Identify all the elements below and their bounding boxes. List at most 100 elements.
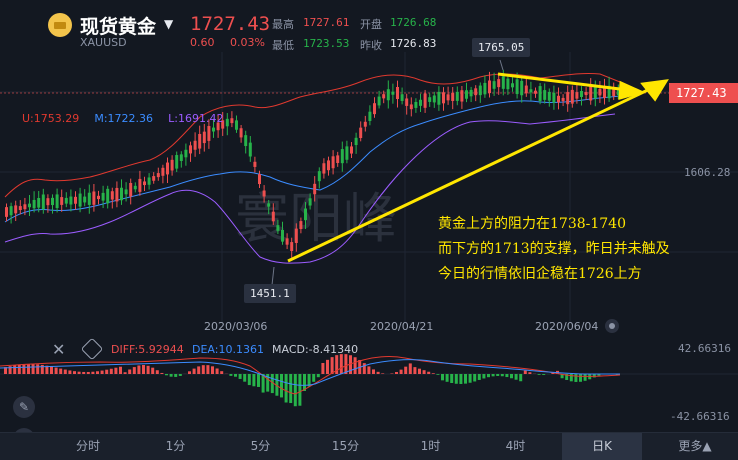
symbol-name[interactable]: 现货黄金 [80, 12, 156, 39]
candle-body [336, 155, 339, 163]
macd-bar [510, 374, 513, 378]
candle-body [69, 197, 72, 205]
candle-body [212, 128, 215, 132]
candle-body [309, 198, 312, 205]
support-arrowhead [643, 81, 666, 99]
macd-bar [377, 372, 380, 374]
macd-bar [27, 364, 30, 374]
tab-timeshare[interactable]: 分时 [48, 433, 128, 460]
macd-bar [280, 374, 283, 397]
current-price-tag: 1727.43 [669, 83, 738, 103]
candle-body [115, 188, 118, 201]
tab-15min[interactable]: 15分 [303, 433, 388, 460]
close-indicator-icon[interactable]: ✕ [52, 340, 65, 359]
macd-bar [404, 367, 407, 374]
macd-bar [538, 374, 541, 375]
macd-bar [326, 360, 329, 374]
candle-body [465, 90, 468, 98]
macd-bar [179, 374, 182, 376]
candle-body [442, 92, 445, 103]
prev-close-value: 1726.83 [390, 37, 436, 50]
candle-body [424, 93, 427, 107]
candle-body [447, 94, 450, 100]
macd-bar [160, 373, 163, 374]
candle-body [470, 90, 473, 96]
candle-body [46, 198, 49, 205]
candle-body [244, 135, 247, 146]
macd-bar [55, 368, 58, 374]
draw-tool-icon[interactable]: ✎ [13, 396, 35, 418]
macd-bar [395, 372, 398, 374]
macd-bar [492, 374, 495, 376]
crosshair-toggle-icon[interactable] [605, 319, 619, 333]
macd-bar [156, 370, 159, 374]
tab-4hour[interactable]: 4时 [473, 433, 558, 460]
candle-body [350, 146, 353, 153]
candle-body [286, 238, 289, 244]
macd-bar [367, 366, 370, 374]
macd-bar [211, 366, 214, 374]
candle-body [575, 92, 578, 99]
candle-body [483, 83, 486, 94]
date-label-1: 2020/03/06 [204, 320, 267, 333]
tab-1min[interactable]: 1分 [133, 433, 218, 460]
candle-body [433, 95, 436, 102]
macd-bar [170, 374, 173, 377]
macd-bar [36, 364, 39, 374]
candle-body [414, 102, 417, 108]
candle-body [92, 191, 95, 204]
candle-body [143, 181, 146, 185]
macd-bar [519, 374, 522, 381]
candle-body [479, 86, 482, 96]
macd-bar [119, 367, 122, 374]
candle-body [598, 89, 601, 96]
tab-1hour[interactable]: 1时 [388, 433, 473, 460]
candle-body [253, 162, 256, 167]
candle-body [207, 126, 210, 141]
candle-body [65, 198, 68, 204]
macd-bar [142, 365, 145, 374]
macd-bar [312, 374, 315, 382]
candle-body [10, 206, 13, 215]
macd-macd-value: MACD:-8.41340 [272, 343, 358, 356]
macd-bar [574, 374, 577, 382]
candle-body [97, 196, 100, 199]
macd-axis-bottom: -42.66316 [670, 410, 730, 423]
macd-bar [469, 374, 472, 383]
tab-5min[interactable]: 5分 [218, 433, 303, 460]
symbol-dropdown-icon[interactable]: ▼ [164, 17, 173, 31]
candle-body [405, 98, 408, 105]
macd-bar [188, 371, 191, 374]
candle-body [56, 194, 59, 208]
candle-body [382, 94, 385, 98]
macd-bar [381, 373, 384, 374]
macd-bar [137, 365, 140, 374]
candle-body [157, 173, 160, 177]
tab-daily[interactable]: 日K [562, 433, 642, 460]
macd-panel[interactable]: ✕ DIFF:5.92944 DEA:10.1361 MACD:-8.41340… [0, 336, 738, 432]
candle-body [304, 208, 307, 220]
candle-body [23, 204, 26, 209]
symbol-code: XAUUSD [80, 36, 127, 49]
candle-body [240, 128, 243, 137]
candle-body [460, 90, 463, 101]
candle-body [502, 76, 505, 89]
macd-bar [252, 374, 255, 386]
candle-body [373, 103, 376, 114]
candle-body [235, 120, 238, 129]
candle-body [161, 168, 164, 176]
boll-lower-value: L:1691.42 [168, 112, 223, 125]
macd-bar [110, 369, 113, 374]
price-change: 0.60 [190, 36, 215, 49]
macd-bar [133, 367, 136, 374]
macd-bar [289, 374, 292, 403]
candle-body [74, 197, 77, 204]
candle-body [198, 134, 201, 149]
more-button[interactable]: 更多▲ [660, 433, 730, 460]
candle-body [368, 112, 371, 121]
macd-bar [50, 367, 53, 374]
macd-bar [478, 374, 481, 380]
candle-body [258, 174, 261, 184]
macd-bar [285, 374, 288, 402]
main-chart[interactable]: 寰阳峰 U:1753.29 M:1722.36 L:1691.42 1606.2… [0, 52, 738, 332]
